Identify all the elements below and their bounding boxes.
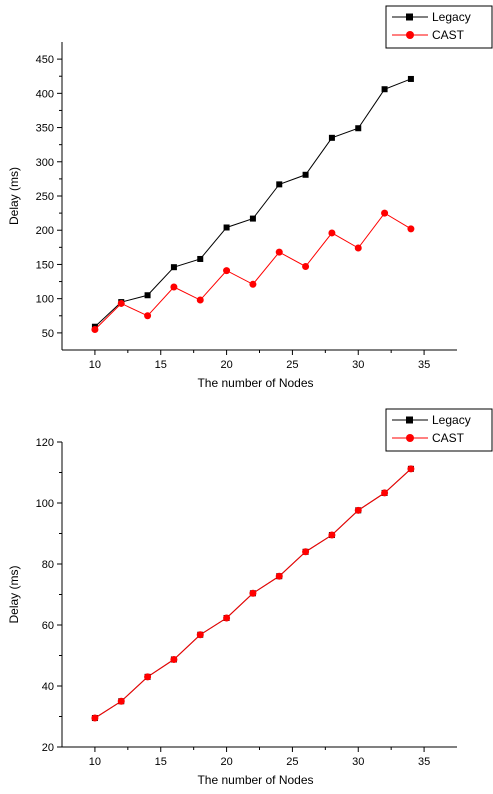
x-tick-label: 20 bbox=[220, 359, 232, 371]
data-point bbox=[381, 86, 388, 93]
y-tick-label: 120 bbox=[36, 437, 54, 449]
data-point bbox=[381, 489, 389, 497]
y-tick-label: 100 bbox=[36, 294, 54, 306]
data-point bbox=[328, 229, 336, 237]
y-tick-label: 20 bbox=[42, 742, 54, 754]
y-tick-label: 450 bbox=[36, 54, 54, 66]
x-tick-label: 25 bbox=[286, 756, 298, 768]
y-tick-label: 200 bbox=[36, 225, 54, 237]
y-axis-title: Delay (ms) bbox=[7, 565, 21, 623]
data-point bbox=[355, 125, 362, 132]
data-point bbox=[223, 224, 230, 231]
data-point bbox=[275, 572, 283, 580]
y-tick-label: 150 bbox=[36, 259, 54, 271]
series-line bbox=[94, 212, 412, 330]
y-tick-label: 400 bbox=[36, 88, 54, 100]
data-point bbox=[354, 244, 362, 252]
data-point bbox=[302, 171, 309, 178]
x-tick-label: 20 bbox=[220, 756, 232, 768]
y-tick-label: 250 bbox=[36, 191, 54, 203]
data-point bbox=[144, 292, 151, 299]
legend-marker bbox=[406, 13, 413, 21]
chart-2: 20 40 60 80 100 120 10 15 20 25 30 35 The number of … bbox=[7, 408, 493, 787]
data-point bbox=[275, 248, 283, 256]
series-cast bbox=[91, 209, 415, 333]
y-tick-label: 50 bbox=[42, 328, 54, 340]
legend-box bbox=[385, 408, 493, 452]
legend-label: CAST bbox=[432, 431, 465, 445]
data-point bbox=[144, 312, 152, 320]
data-point bbox=[170, 283, 178, 291]
x-tick-label: 35 bbox=[418, 756, 430, 768]
data-point bbox=[381, 209, 389, 217]
data-point bbox=[249, 215, 256, 222]
y-tick-label: 100 bbox=[36, 498, 54, 510]
y-tick-label: 40 bbox=[42, 681, 54, 693]
data-point bbox=[407, 225, 415, 233]
x-tick-label: 10 bbox=[89, 359, 101, 371]
x-tick-label: 25 bbox=[286, 359, 298, 371]
legend: Legacy CAST bbox=[385, 5, 493, 49]
legend-box bbox=[385, 5, 493, 49]
series-line bbox=[94, 78, 412, 328]
data-point bbox=[407, 465, 415, 473]
y-tick-label: 60 bbox=[42, 620, 54, 632]
data-point bbox=[302, 548, 310, 556]
data-point bbox=[91, 325, 99, 333]
data-point bbox=[197, 255, 204, 262]
x-tick-label: 30 bbox=[352, 756, 364, 768]
x-tick-label: 15 bbox=[155, 756, 167, 768]
legend-marker bbox=[406, 31, 414, 39]
data-point bbox=[223, 614, 231, 622]
series-cast bbox=[91, 465, 415, 722]
x-axis-title: The number of Nodes bbox=[197, 773, 313, 787]
chart-1: 50 100 150 200 250 300 350 400 450 10 15 20 25 30 35 Th… bbox=[7, 5, 493, 390]
y-tick-label: 350 bbox=[36, 123, 54, 135]
x-tick-label: 10 bbox=[89, 756, 101, 768]
legend-marker bbox=[406, 434, 414, 442]
x-tick-label: 30 bbox=[352, 359, 364, 371]
data-point bbox=[91, 714, 99, 722]
legend: Legacy CAST bbox=[385, 408, 493, 452]
data-point bbox=[302, 262, 310, 270]
x-tick-label: 35 bbox=[418, 359, 430, 371]
data-point bbox=[276, 181, 283, 188]
x-axis-title: The number of Nodes bbox=[197, 376, 313, 390]
y-tick-label: 80 bbox=[42, 559, 54, 571]
x-tick-label: 15 bbox=[155, 359, 167, 371]
series-legacy bbox=[91, 75, 414, 330]
data-point bbox=[249, 280, 257, 288]
data-point bbox=[170, 264, 177, 271]
data-point bbox=[117, 299, 125, 307]
legend-label: Legacy bbox=[432, 10, 471, 24]
data-point bbox=[223, 267, 231, 275]
legend-label: Legacy bbox=[432, 413, 471, 427]
data-point bbox=[170, 655, 178, 663]
data-point bbox=[407, 75, 414, 82]
legend-marker bbox=[406, 416, 413, 424]
data-point bbox=[196, 296, 204, 304]
data-point bbox=[354, 506, 362, 514]
data-point bbox=[328, 134, 335, 141]
data-point bbox=[328, 531, 336, 539]
y-tick-label: 300 bbox=[36, 157, 54, 169]
data-point bbox=[196, 631, 204, 639]
data-point bbox=[249, 589, 257, 597]
data-point bbox=[117, 697, 125, 705]
data-point bbox=[144, 673, 152, 681]
legend-label: CAST bbox=[432, 28, 465, 42]
y-axis-title: Delay (ms) bbox=[7, 167, 21, 225]
